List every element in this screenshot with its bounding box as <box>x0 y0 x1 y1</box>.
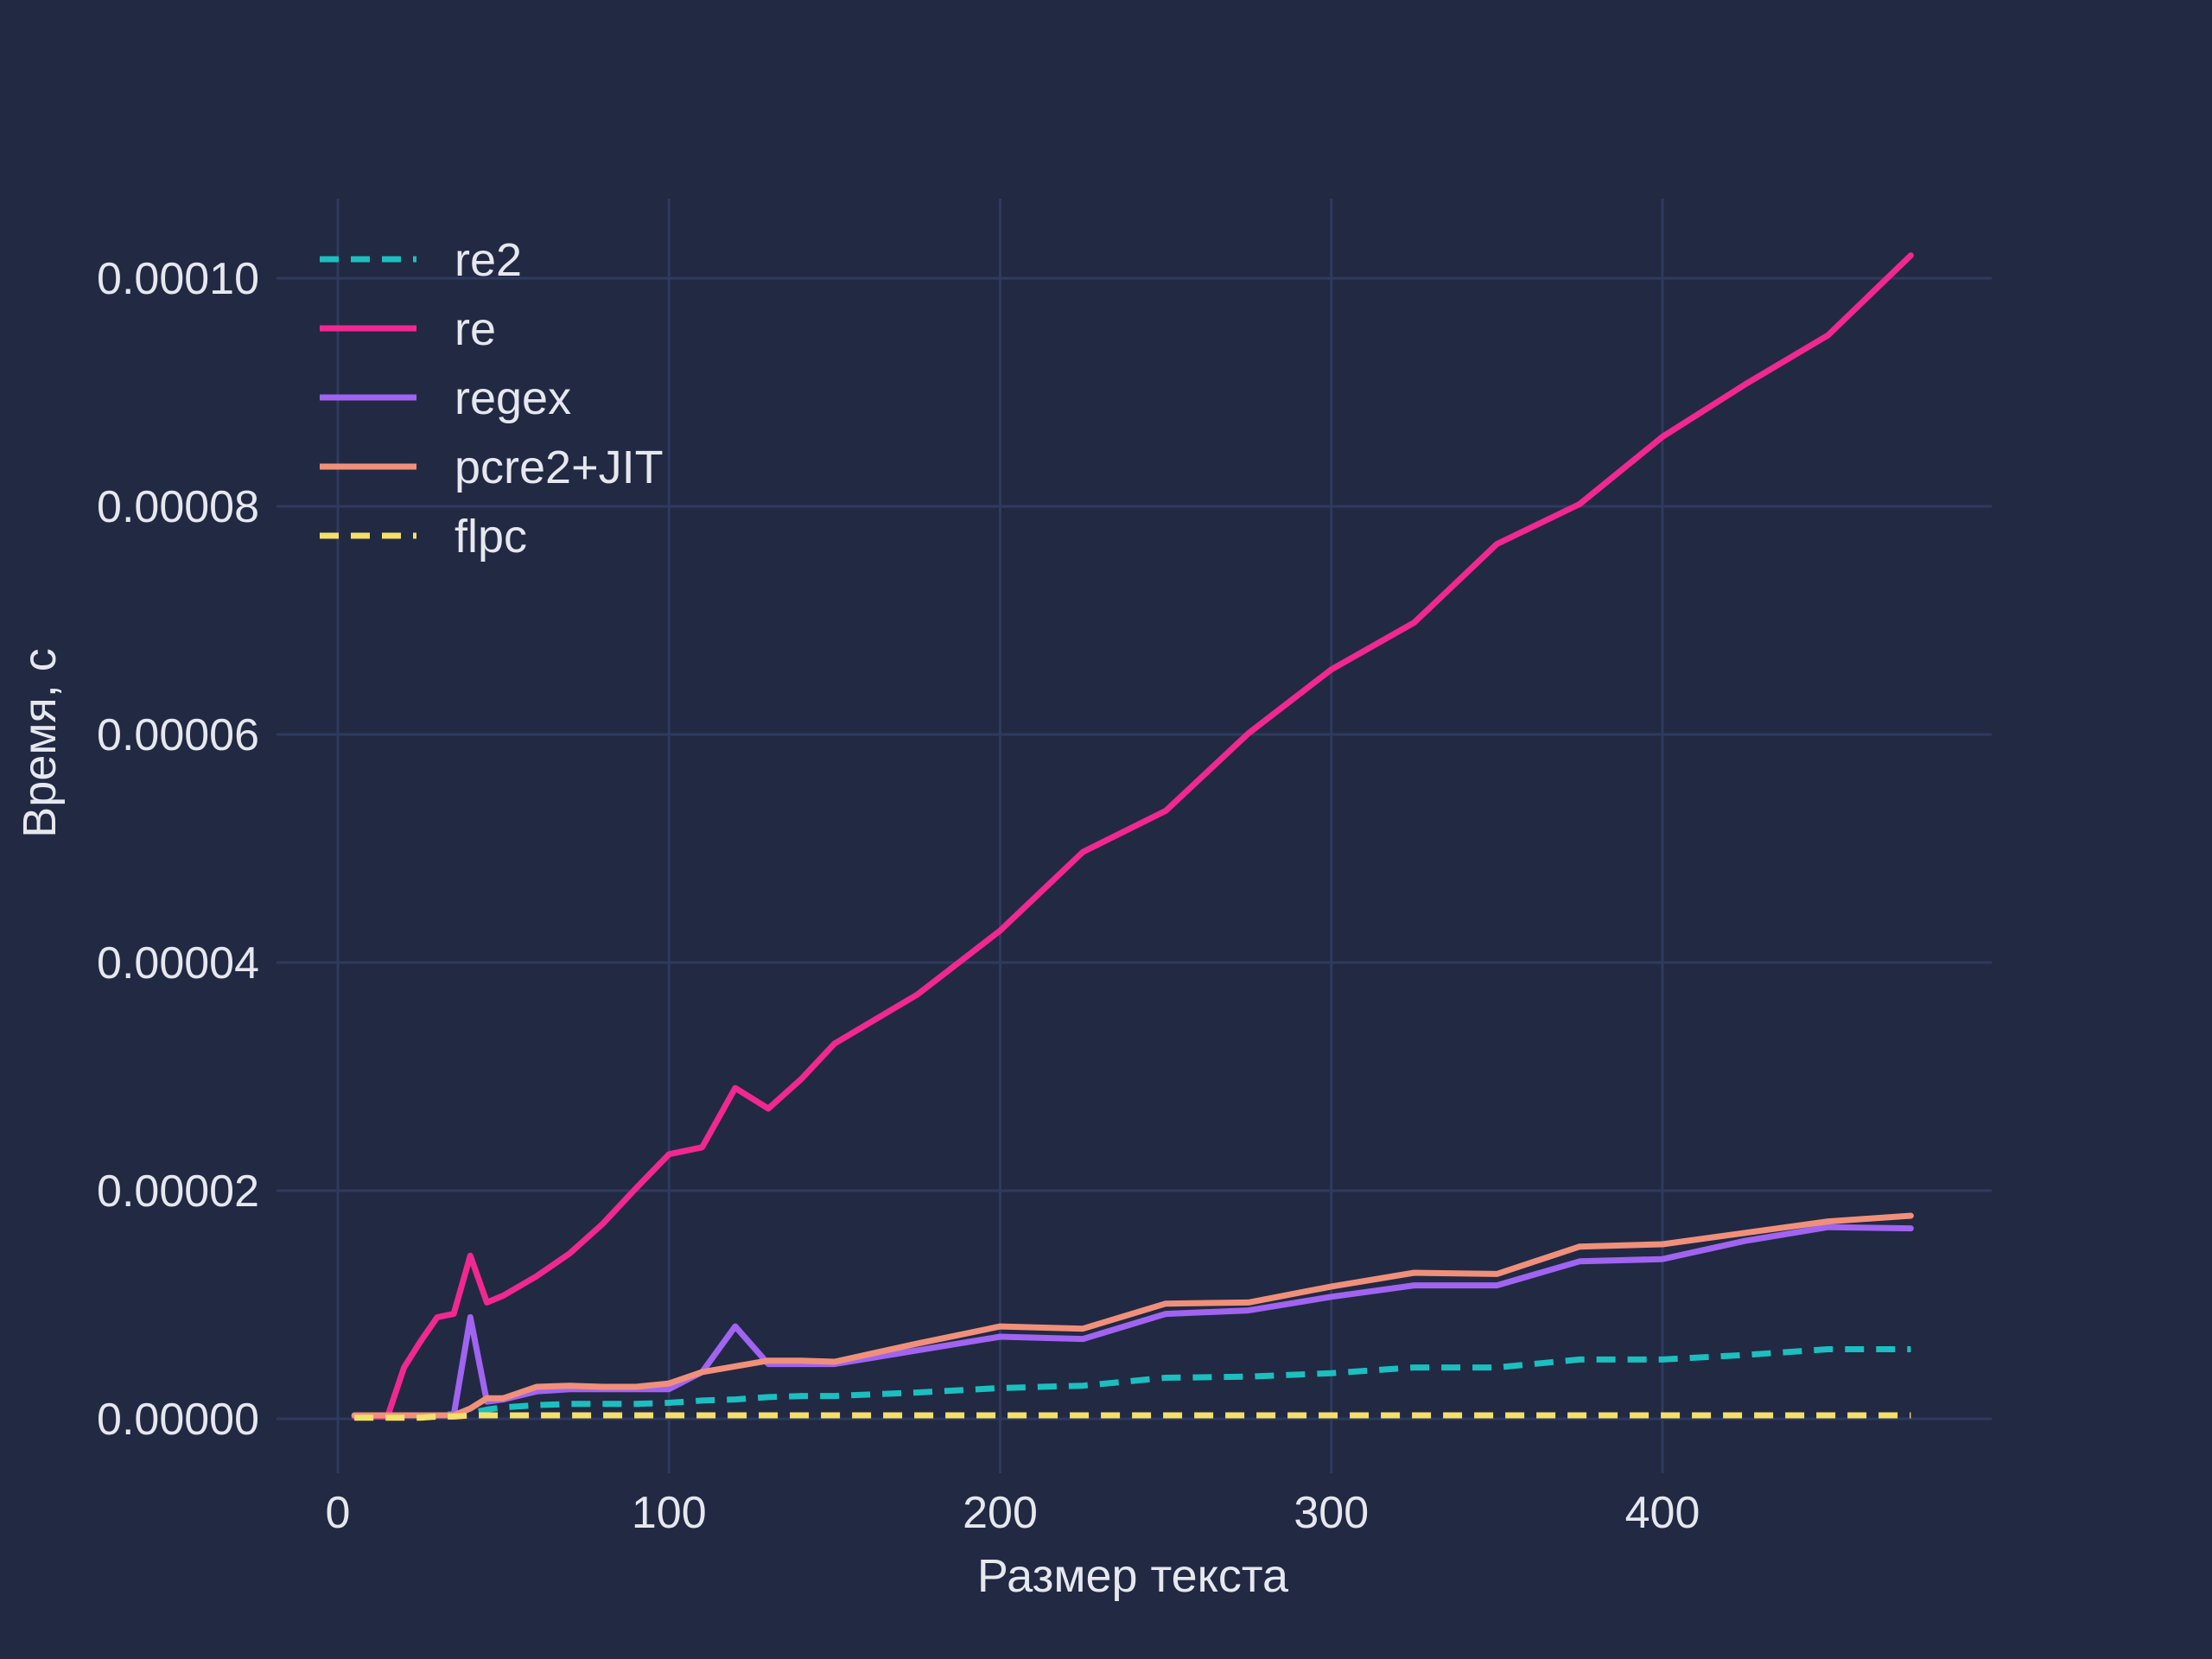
y-tick-label: 0.00004 <box>97 938 259 988</box>
legend-item-flpc: flpc <box>320 511 527 563</box>
legend-label: re <box>454 303 496 355</box>
series-line-re <box>351 252 1914 1420</box>
x-tick-labels: 0 100 200 300 400 <box>326 1488 1700 1538</box>
y-tick-labels: 0.00000 0.00002 0.00004 0.00006 0.00008 0.000… <box>97 254 259 1445</box>
legend-label: flpc <box>454 511 527 563</box>
y-tick-label: 0.00010 <box>97 254 259 304</box>
legend-item-pcre2-jit: pcre2+JIT <box>320 442 664 493</box>
y-tick-label: 0.00006 <box>97 710 259 760</box>
legend: re2 re regex pcre2+JIT flpc <box>320 234 664 563</box>
x-tick-label: 300 <box>1294 1488 1369 1538</box>
x-axis-label: Размер текста <box>977 1550 1289 1602</box>
series-lines <box>351 252 1914 1421</box>
legend-label: regex <box>454 372 571 424</box>
series-line-flpc <box>354 1412 1911 1421</box>
legend-item-regex: regex <box>320 372 571 424</box>
legend-label: pcre2+JIT <box>454 442 664 493</box>
grid <box>276 199 1992 1473</box>
legend-item-re2: re2 <box>320 234 522 286</box>
y-tick-label: 0.00008 <box>97 482 259 532</box>
x-tick-label: 0 <box>326 1488 351 1538</box>
series-line-pcre2-jit <box>351 1212 1914 1419</box>
x-tick-label: 200 <box>963 1488 1038 1538</box>
y-tick-label: 0.00000 <box>97 1395 259 1445</box>
y-axis-label: Время, с <box>14 648 66 837</box>
legend-label: re2 <box>454 234 522 286</box>
legend-item-re: re <box>320 303 496 355</box>
x-tick-label: 400 <box>1625 1488 1700 1538</box>
series-line-re2 <box>354 1346 1911 1420</box>
y-tick-label: 0.00002 <box>97 1166 259 1217</box>
x-tick-label: 100 <box>632 1488 707 1538</box>
